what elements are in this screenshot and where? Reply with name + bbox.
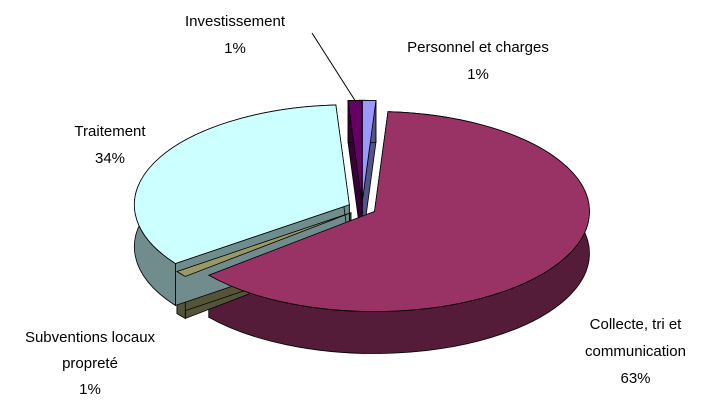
label-subventions: Subventions locaux propreté 1% — [5, 325, 175, 401]
slice — [133, 104, 350, 264]
value-label: 1% — [224, 40, 246, 57]
label-traitement: Traitement 34% — [50, 118, 170, 172]
label-personnel: Personnel et charges 1% — [378, 34, 578, 88]
category-label: Traitement — [74, 123, 146, 140]
value-label: 34% — [94, 150, 126, 167]
slice — [207, 111, 590, 312]
category-label: Subventions locaux propreté — [24, 329, 156, 372]
value-label: 63% — [620, 370, 651, 387]
value-label: 1% — [467, 66, 489, 83]
slice — [362, 99, 377, 201]
category-label: Collecte, tri et communication — [585, 316, 686, 360]
slice — [176, 212, 352, 277]
value-label: 1% — [79, 381, 101, 398]
label-collecte: Collecte, tri et communication 63% — [568, 311, 701, 392]
category-label: Investissement — [184, 13, 286, 30]
label-investissement: Investissement 1% — [150, 8, 320, 62]
category-label: Personnel et charges — [407, 39, 549, 56]
leader-line — [311, 32, 357, 103]
